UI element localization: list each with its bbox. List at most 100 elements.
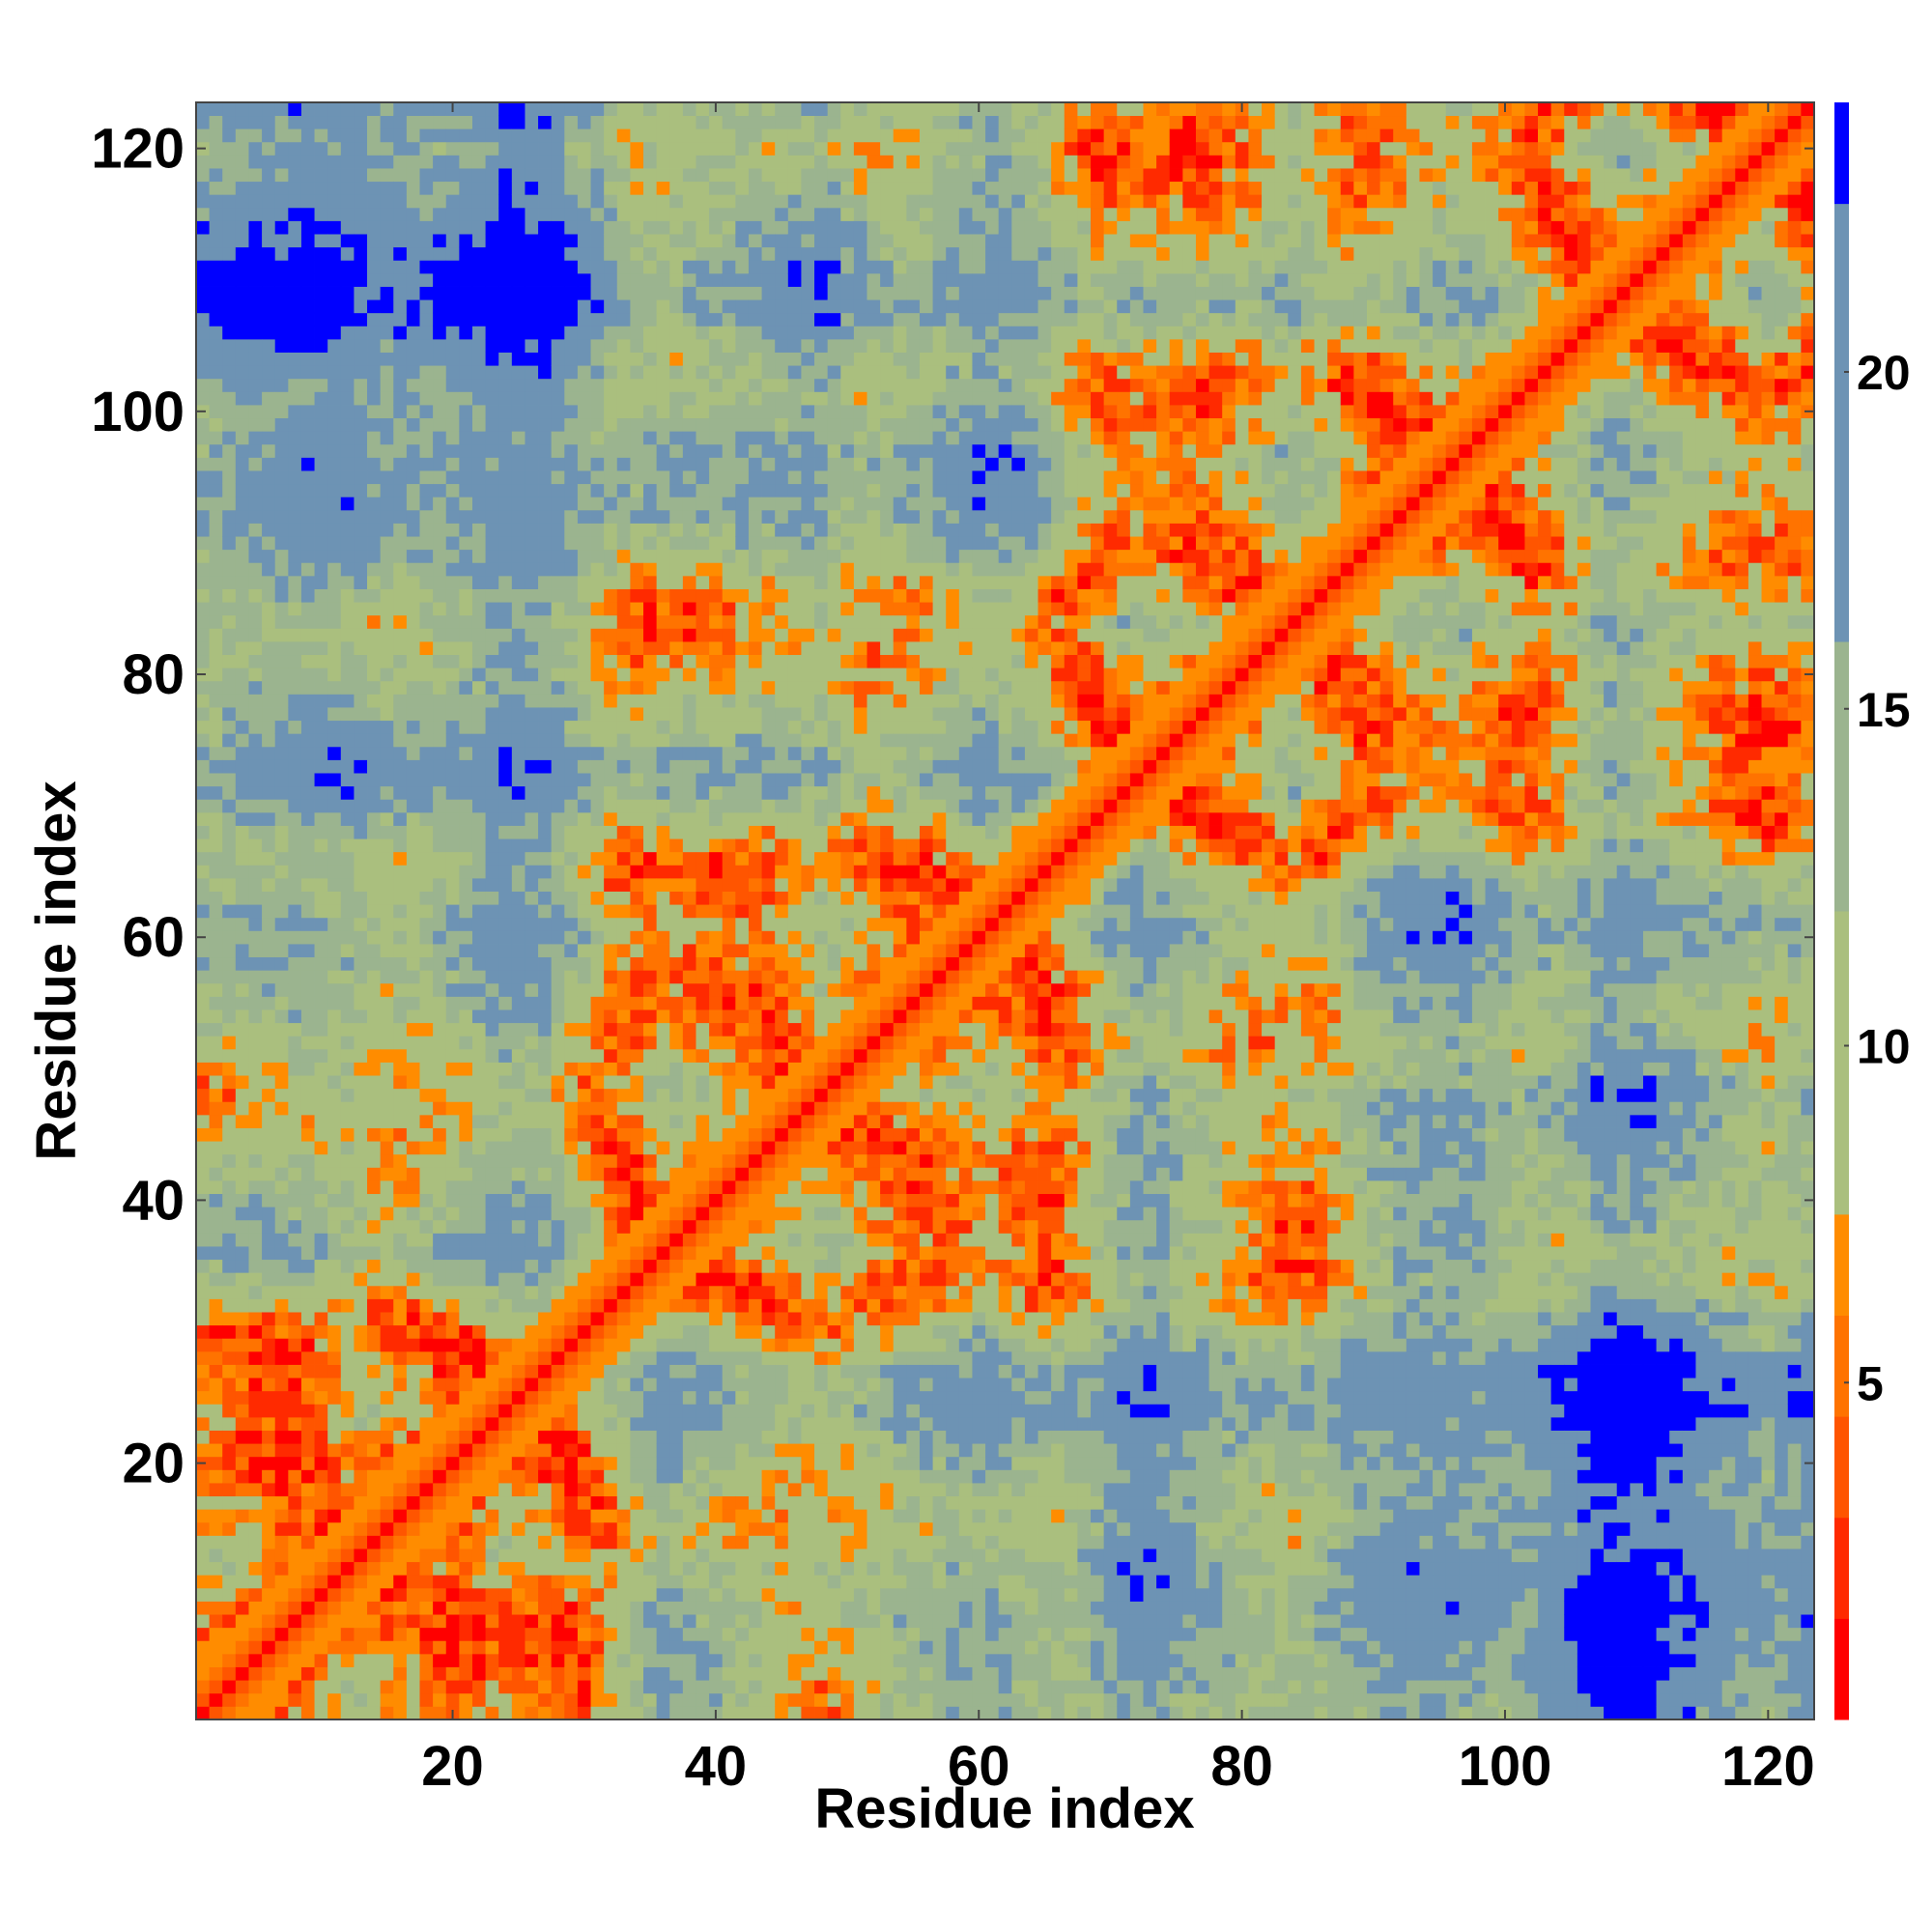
heatmap-cell — [485, 1456, 499, 1470]
heatmap-cell — [235, 602, 249, 616]
heatmap-cell — [564, 1692, 579, 1707]
heatmap-cell — [511, 982, 526, 997]
heatmap-cell — [445, 128, 460, 143]
heatmap-cell — [196, 1088, 211, 1102]
heatmap-cell — [300, 378, 315, 392]
heatmap-cell — [551, 1614, 565, 1629]
heatmap-cell — [367, 1483, 382, 1497]
heatmap-cell — [485, 509, 499, 524]
heatmap-cell — [235, 720, 249, 734]
heatmap-cell — [604, 1219, 618, 1234]
heatmap-cell — [340, 194, 355, 209]
heatmap-cell — [656, 1285, 670, 1299]
heatmap-cell — [511, 523, 526, 537]
heatmap-cell — [300, 1378, 315, 1392]
heatmap-cell — [722, 1456, 736, 1470]
heatmap-cell — [367, 825, 382, 839]
heatmap-cell — [445, 1312, 460, 1326]
heatmap-cell — [525, 1548, 539, 1563]
heatmap-cell — [222, 1048, 237, 1063]
heatmap-cell — [340, 338, 355, 353]
heatmap-cell — [196, 1364, 211, 1378]
heatmap-cell — [643, 391, 658, 406]
heatmap-cell — [235, 944, 249, 958]
heatmap-cell — [709, 668, 724, 682]
heatmap-cell — [669, 1575, 684, 1589]
heatmap-cell — [696, 457, 710, 471]
heatmap-cell — [274, 720, 289, 734]
heatmap-cell — [393, 457, 408, 471]
heatmap-cell — [696, 391, 710, 406]
heatmap-cell — [577, 733, 591, 748]
heatmap-cell — [380, 799, 394, 813]
heatmap-cell — [222, 759, 237, 774]
heatmap-cell — [630, 1575, 644, 1589]
heatmap-cell — [314, 1180, 328, 1195]
heatmap-cell — [248, 982, 263, 997]
heatmap-cell — [564, 1521, 579, 1536]
heatmap-cell — [300, 102, 315, 117]
heatmap-cell — [314, 1233, 328, 1247]
heatmap-cell — [669, 1653, 684, 1667]
heatmap-cell — [471, 1495, 486, 1510]
heatmap-cell — [209, 1614, 223, 1629]
heatmap-cell — [525, 523, 539, 537]
heatmap-cell — [209, 1009, 223, 1024]
heatmap-cell — [262, 470, 276, 485]
heatmap-cell — [471, 1127, 486, 1142]
heatmap-cell — [393, 799, 408, 813]
heatmap-cell — [288, 1495, 302, 1510]
heatmap-cell — [262, 1443, 276, 1458]
heatmap-cell — [538, 378, 553, 392]
heatmap-cell — [643, 431, 658, 445]
heatmap-cell — [367, 1127, 382, 1142]
heatmap-cell — [643, 785, 658, 800]
heatmap-cell — [354, 536, 368, 551]
heatmap-cell — [696, 431, 710, 445]
heatmap-cell — [354, 299, 368, 314]
heatmap-cell — [630, 260, 644, 274]
heatmap-cell — [327, 851, 342, 866]
heatmap-cell — [327, 457, 342, 471]
heatmap-cell — [300, 602, 315, 616]
heatmap-cell — [564, 378, 579, 392]
heatmap-cell — [433, 443, 447, 458]
heatmap-cell — [222, 1101, 237, 1116]
heatmap-cell — [616, 654, 631, 668]
heatmap-cell — [590, 417, 605, 432]
heatmap-cell — [196, 1430, 211, 1444]
heatmap-cell — [419, 668, 434, 682]
heatmap-cell — [564, 1324, 579, 1339]
heatmap-cell — [274, 260, 289, 274]
heatmap-cell — [709, 851, 724, 866]
heatmap-cell — [248, 1653, 263, 1667]
heatmap-cell — [696, 523, 710, 537]
heatmap-cell — [709, 207, 724, 221]
heatmap-cell — [288, 431, 302, 445]
heatmap-cell — [393, 654, 408, 668]
heatmap-cell — [722, 838, 736, 853]
heatmap-cell — [459, 1561, 473, 1576]
heatmap-cell — [669, 799, 684, 813]
heatmap-cell — [274, 1114, 289, 1128]
heatmap-cell — [209, 654, 223, 668]
heatmap-cell — [604, 1627, 618, 1641]
heatmap-cell — [367, 391, 382, 406]
heatmap-cell — [709, 1350, 724, 1365]
heatmap-cell — [327, 299, 342, 314]
heatmap-cell — [274, 1443, 289, 1458]
heatmap-cell — [209, 1022, 223, 1037]
heatmap-cell — [525, 1324, 539, 1339]
heatmap-cell — [222, 1601, 237, 1615]
heatmap-cell — [433, 1575, 447, 1589]
heatmap-cell — [340, 443, 355, 458]
heatmap-cell — [643, 1364, 658, 1378]
heatmap-cell — [314, 128, 328, 143]
heatmap-cell — [722, 1430, 736, 1444]
heatmap-cell — [274, 457, 289, 471]
heatmap-cell — [696, 1009, 710, 1024]
heatmap-cell — [669, 234, 684, 248]
heatmap-cell — [511, 246, 526, 261]
heatmap-cell — [314, 1601, 328, 1615]
heatmap-cell — [525, 1219, 539, 1234]
